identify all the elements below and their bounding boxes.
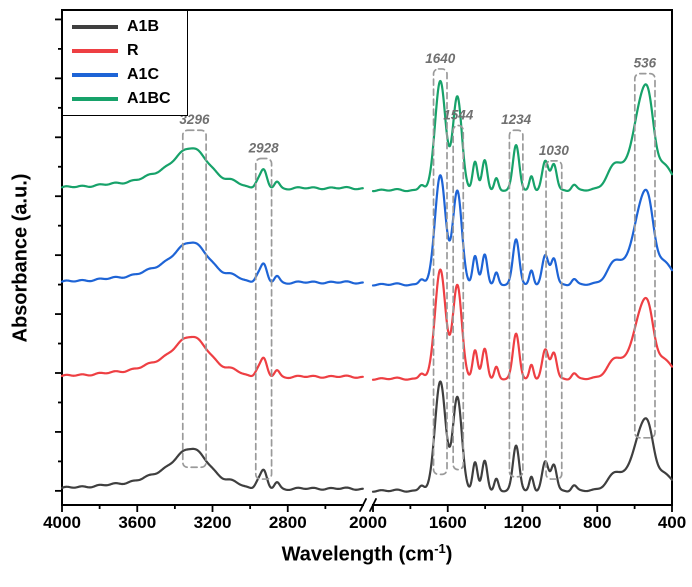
legend-entry-label: R (127, 42, 139, 59)
legend-entry-a1c: A1C (72, 67, 171, 83)
legend-entry-label: A1B (127, 18, 160, 35)
legend-entry-a1b: A1B (72, 19, 171, 35)
x-axis-title-close: ) (445, 543, 453, 566)
legend-entry-r: R (72, 43, 171, 59)
x-axis-title-superscript: -1 (434, 541, 446, 556)
legend-line-swatch (72, 49, 118, 53)
legend-line-swatch (72, 97, 118, 101)
legend-line-swatch (72, 25, 118, 29)
legend-entry-label: A1BC (127, 90, 171, 107)
x-axis-title-text: Wavelength (cm (281, 543, 435, 566)
legend-box: A1B R A1C A1BC (62, 10, 188, 116)
x-axis-title: Wavelength (cm-1) (62, 541, 672, 567)
y-axis-title: Absorbance (a.u.) (9, 173, 32, 343)
legend-entry-a1bc: A1BC (72, 91, 171, 107)
legend-line-swatch (72, 73, 118, 77)
legend-entry-label: A1C (127, 66, 160, 83)
